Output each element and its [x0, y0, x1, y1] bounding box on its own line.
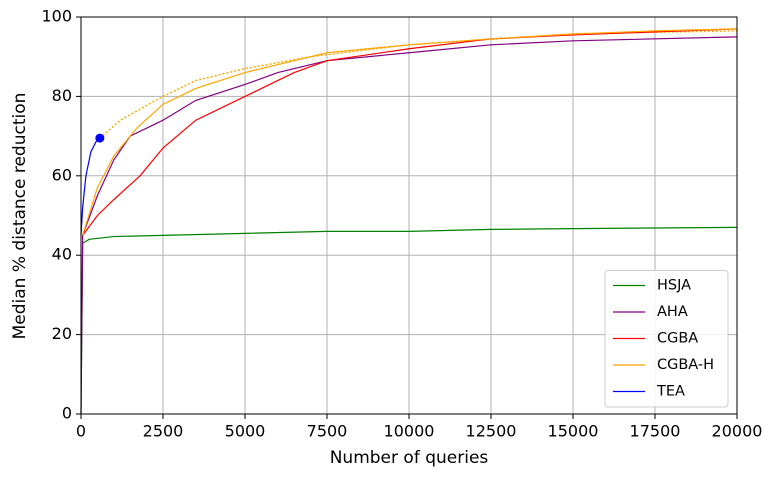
y-axis-label: Median % distance reduction [10, 93, 30, 340]
y-tick-label: 100 [41, 7, 72, 26]
y-tick-label: 60 [52, 165, 72, 184]
legend-box [604, 270, 729, 408]
x-tick-label: 2500 [143, 422, 184, 441]
x-tick-label: 10000 [384, 422, 435, 441]
series-line [82, 28, 738, 236]
legend: HSJA AHA CGBA CGBA-H TEA [604, 270, 729, 408]
legend-label: CGBA [657, 331, 698, 347]
end-marker [95, 133, 105, 143]
legend-label: AHA [657, 304, 688, 320]
x-tick-label: 5000 [225, 422, 266, 441]
x-tick-label: 7500 [307, 422, 348, 441]
x-tick-label: 12500 [466, 422, 517, 441]
y-tick-label: 40 [52, 245, 72, 264]
series-line [80, 226, 738, 415]
x-tick-label: 17500 [630, 422, 681, 441]
series-line [82, 28, 738, 236]
x-axis-label: Number of queries [330, 448, 489, 468]
series-line [80, 36, 738, 415]
x-tick-label: 0 [76, 422, 86, 441]
projection-line [99, 30, 738, 139]
legend-label: TEA [656, 384, 685, 400]
y-tick-label: 0 [62, 404, 72, 423]
y-tick-label: 20 [52, 324, 72, 343]
series-line [80, 137, 101, 236]
legend-label: CGBA-H [657, 357, 714, 373]
x-tick-label: 15000 [548, 422, 599, 441]
plot-frame [80, 16, 738, 415]
x-tick-label: 20000 [712, 422, 763, 441]
legend-label: HSJA [657, 278, 691, 294]
y-tick-label: 80 [52, 86, 72, 105]
